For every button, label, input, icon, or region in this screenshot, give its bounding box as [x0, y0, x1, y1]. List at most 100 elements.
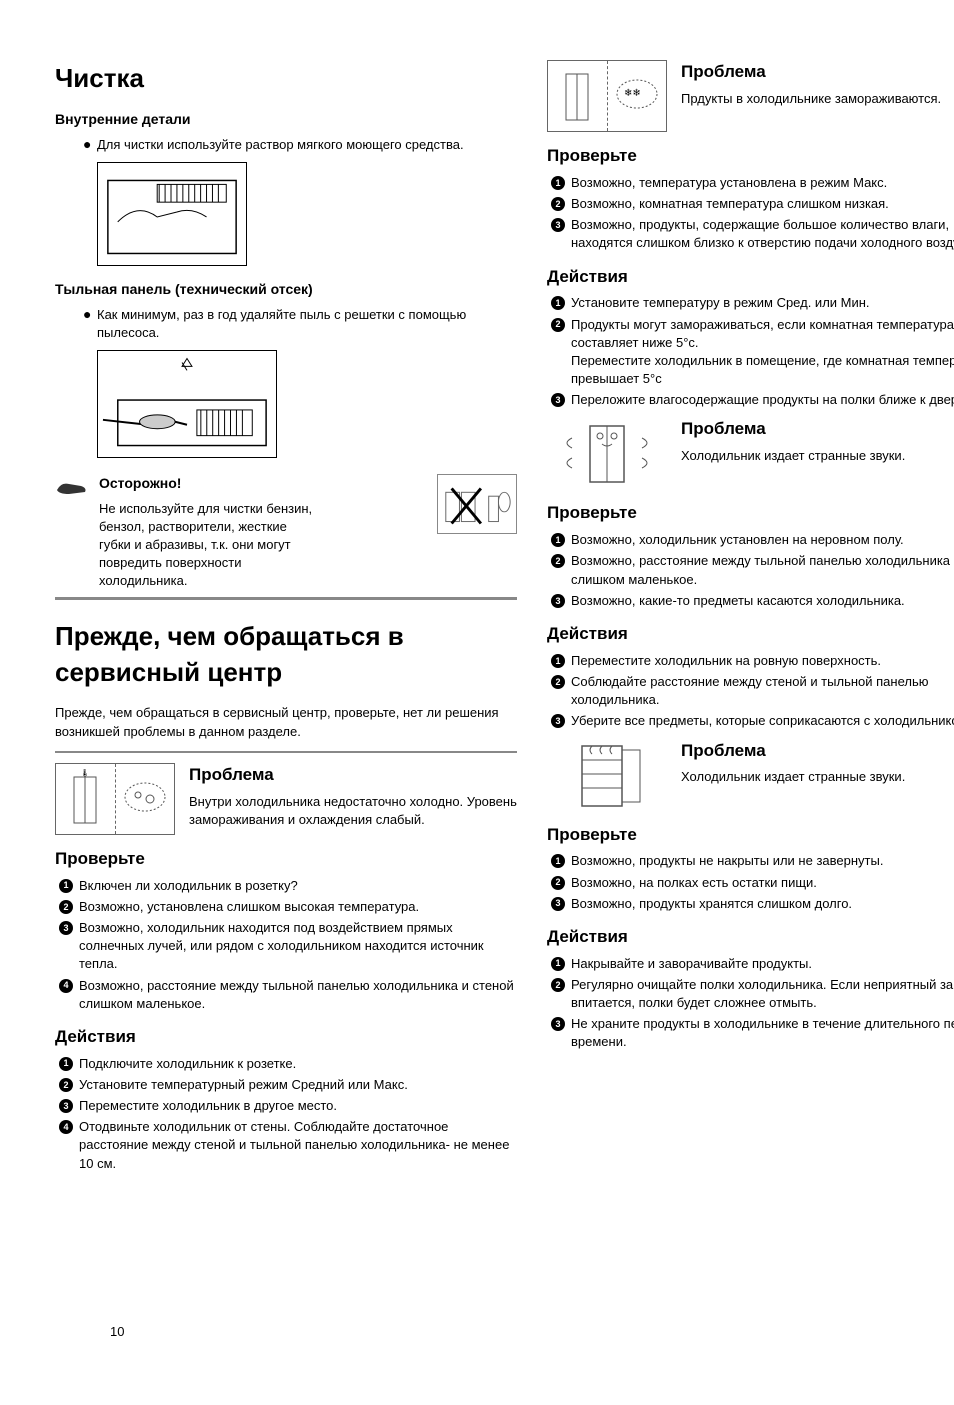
list-item-text: Уберите все предметы, которые соприкасаю…	[571, 712, 954, 730]
list-item-text: Возможно, холодильник находится под возд…	[79, 919, 517, 974]
number-badge-icon: 2	[551, 554, 565, 568]
list-item: 3 Возможно, продукты, содержащие большое …	[551, 216, 954, 252]
number-badge-icon: 1	[551, 957, 565, 971]
number-badge-icon: 1	[59, 1057, 73, 1071]
number-badge-icon: 4	[59, 979, 73, 993]
problem3-title: Проблема	[681, 417, 954, 441]
list-item: 2Возможно, установлена слишком высокая т…	[59, 898, 517, 916]
svg-text:❄❄: ❄❄	[624, 88, 641, 99]
action4-title: Действия	[547, 925, 954, 949]
number-badge-icon: 3	[551, 594, 565, 608]
caution-prohibit-icon	[437, 474, 517, 534]
list-item: 2Возможно, на полках есть остатки пищи.	[551, 874, 954, 892]
problem1-text: Внутри холодильника недостаточно холодно…	[189, 793, 517, 829]
list-item-text: Возможно, продукты, содержащие большое к…	[571, 216, 954, 252]
bullet-text: Как минимум, раз в год удаляйте пыль с р…	[97, 306, 517, 342]
number-badge-icon: 1	[551, 296, 565, 310]
action2-list: 1Установите температуру в режим Сред. ил…	[547, 294, 954, 409]
action1-title: Действия	[55, 1025, 517, 1049]
action4-list: 1Накрывайте и заворачивайте продукты. 2Ре…	[547, 955, 954, 1052]
list-item: 2 Возможно, комнатная температура слишком…	[551, 195, 954, 213]
list-item: 2Продукты могут замораживаться, если ком…	[551, 316, 954, 389]
list-item: 1 Переместите холодильник на ровную повер…	[551, 652, 954, 670]
number-badge-icon: 2	[551, 675, 565, 689]
list-item: 1Установите температуру в режим Сред. ил…	[551, 294, 954, 312]
list-item: 3Переместите холодильник в другое место.	[59, 1097, 517, 1115]
caution-title: Осторожно!	[99, 474, 427, 494]
list-item: 1Возможно, температура установлена в реж…	[551, 174, 954, 192]
number-badge-icon: 1	[551, 654, 565, 668]
list-item-text: Установите температурный режим Средний и…	[79, 1076, 517, 1094]
check4-title: Проверьте	[547, 823, 954, 847]
check2-list: 1Возможно, температура установлена в реж…	[547, 174, 954, 253]
list-item-text: Возможно, расстояние между тыльной панел…	[571, 552, 954, 588]
number-badge-icon: 3	[551, 1017, 565, 1031]
number-badge-icon: 3	[551, 897, 565, 911]
heading-before-service: Прежде, чем обращаться в сервисный центр	[55, 618, 517, 691]
list-item-text: Возможно, расстояние между тыльной панел…	[79, 977, 517, 1013]
list-item: 2Соблюдайте расстояние между стеной и ты…	[551, 673, 954, 709]
problem-block-2: ❄❄ Проблема Прдукты в холодильнике замор…	[547, 60, 954, 132]
action2-title: Действия	[547, 265, 954, 289]
check4-list: 1Возможно, продукты не накрыты или не за…	[547, 852, 954, 913]
list-item: 2 Возможно, расстояние между тыльной пане…	[551, 552, 954, 588]
subheading-internal-parts: Внутренние детали	[55, 110, 517, 130]
number-badge-icon: 4	[59, 1120, 73, 1134]
bullet-internal: ● Для чистки используйте раствор мягкого…	[83, 136, 517, 154]
list-item-text: Возможно, на полках есть остатки пищи.	[571, 874, 954, 892]
problem3-text: Холодильник издает странные звуки.	[681, 447, 954, 465]
number-badge-icon: 1	[59, 879, 73, 893]
list-item-text: Переместите холодильник в другое место.	[79, 1097, 517, 1115]
list-item-text: Возможно, комнатная температура слишком …	[571, 195, 954, 213]
number-badge-icon: 2	[59, 1078, 73, 1092]
list-item: 1Возможно, продукты не накрыты или не за…	[551, 852, 954, 870]
list-item-text: Не храните продукты в холодильнике в теч…	[571, 1015, 954, 1051]
list-item: 3Возможно, какие-то предметы касаются хо…	[551, 592, 954, 610]
problem-block-4: Проблема Холодильник издает странные зву…	[547, 739, 954, 811]
problem2-icon: ❄❄	[547, 60, 667, 132]
list-item: 2Регулярно очищайте полки холодильника. …	[551, 976, 954, 1012]
problem3-icon	[547, 417, 667, 489]
problem1-title: Проблема	[189, 763, 517, 787]
list-item-text: Включен ли холодильник в розетку?	[79, 877, 517, 895]
list-item: 3Переложите влагосодержащие продукты на …	[551, 391, 954, 409]
check1-title: Проверьте	[55, 847, 517, 871]
bullet-dot-icon: ●	[83, 136, 97, 154]
list-item-text: Регулярно очищайте полки холодильника. Е…	[571, 976, 954, 1012]
action1-list: 1Подключите холодильник к розетке. 2 Устан…	[55, 1055, 517, 1173]
illustration-vacuum	[97, 350, 277, 458]
number-badge-icon: 3	[59, 921, 73, 935]
number-badge-icon: 2	[59, 900, 73, 914]
check2-title: Проверьте	[547, 144, 954, 168]
list-item: 1Подключите холодильник к розетке.	[59, 1055, 517, 1073]
problem-block-3: Проблема Холодильник издает странные зву…	[547, 417, 954, 489]
right-column: ❄❄ Проблема Прдукты в холодильнике замор…	[547, 60, 954, 1176]
list-item-text: Возможно, холодильник установлен на неро…	[571, 531, 954, 549]
divider	[55, 751, 517, 753]
bullet-back: ● Как минимум, раз в год удаляйте пыль с…	[83, 306, 517, 342]
list-item-text: Переместите холодильник на ровную поверх…	[571, 652, 954, 670]
list-item: 3Уберите все предметы, которые соприкаса…	[551, 712, 954, 730]
problem1-icon: 🌡	[55, 763, 175, 835]
list-item-text: Продукты могут замораживаться, если комн…	[571, 316, 954, 389]
list-item: 3 Возможно, холодильник находится под воз…	[59, 919, 517, 974]
number-badge-icon: 3	[551, 393, 565, 407]
caution-text: Не используйте для чистки бензин, бензол…	[99, 500, 319, 591]
list-item: 2 Установите температурный режим Средний …	[59, 1076, 517, 1094]
subheading-back-panel: Тыльная панель (технический отсек)	[55, 280, 517, 300]
list-item: 1Накрывайте и заворачивайте продукты.	[551, 955, 954, 973]
service-intro: Прежде, чем обращаться в сервисный центр…	[55, 704, 517, 740]
check1-list: 1Включен ли холодильник в розетку?2Возмо…	[55, 877, 517, 1013]
number-badge-icon: 1	[551, 854, 565, 868]
number-badge-icon: 2	[551, 197, 565, 211]
check3-list: 1 Возможно, холодильник установлен на нер…	[547, 531, 954, 610]
list-item: 4Отодвиньте холодильник от стены. Соблюд…	[59, 1118, 517, 1173]
page-number: 10	[110, 1323, 124, 1341]
number-badge-icon: 3	[551, 218, 565, 232]
list-item-text: Возможно, продукты хранятся слишком долг…	[571, 895, 954, 913]
problem4-icon	[547, 739, 667, 811]
list-item: 3 Возможно, продукты хранятся слишком дол…	[551, 895, 954, 913]
bullet-dot-icon: ●	[83, 306, 97, 342]
problem4-title: Проблема	[681, 739, 954, 763]
number-badge-icon: 1	[551, 533, 565, 547]
